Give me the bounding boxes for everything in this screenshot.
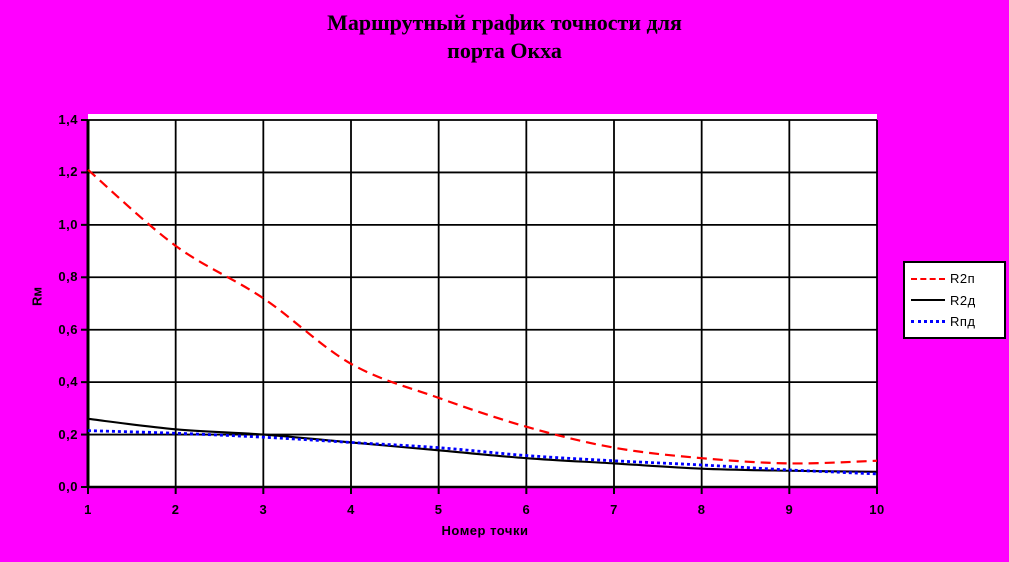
y-tick-label: 0,6 [58, 321, 78, 337]
legend-item-rpd: Rпд [911, 314, 998, 329]
legend-label-r2d: R2д [950, 292, 976, 308]
legend-item-r2d: R2д [911, 293, 998, 308]
plot-area [81, 119, 878, 494]
x-tick-label: 3 [259, 502, 268, 517]
plot-area-background [88, 114, 877, 487]
series-line-0 [87, 168, 878, 465]
series-line-2 [87, 429, 878, 476]
legend: R2п R2д Rпд [903, 261, 1006, 339]
x-tick-label: 2 [171, 502, 180, 517]
series-line-1 [87, 417, 878, 473]
x-tick-label: 5 [434, 502, 443, 517]
y-tick-label: 0,8 [58, 269, 78, 285]
legend-item-r2p: R2п [911, 271, 998, 286]
x-tick-label: 9 [785, 502, 794, 517]
x-tick-label: 10 [869, 502, 885, 517]
legend-line-sample-r2p [911, 277, 945, 280]
legend-line-sample-rpd [911, 319, 945, 323]
y-tick-label: 0,2 [58, 426, 78, 442]
x-tick-label: 4 [347, 502, 355, 517]
legend-line-sample-r2d [911, 299, 945, 301]
y-tick-label: 0,4 [58, 374, 78, 390]
x-tick-label: 7 [610, 502, 618, 517]
y-tick-label: 1,2 [58, 164, 78, 180]
x-axis-title: Номер точки [441, 523, 529, 538]
chart-title-line2: порта Окха [447, 38, 562, 63]
x-tick-label: 1 [84, 502, 92, 517]
y-axis-title: Rм [29, 287, 45, 307]
legend-label-rpd: Rпд [950, 313, 976, 329]
y-tick-label: 0,0 [58, 479, 78, 494]
legend-label-r2p: R2п [950, 271, 976, 287]
chart-title-line1: Маршрутный график точности для [327, 10, 682, 35]
x-tick-label: 8 [697, 502, 706, 517]
chart-title: Маршрутный график точности для порта Окх… [0, 9, 1009, 65]
y-tick-label: 1,0 [58, 216, 78, 232]
y-tick-label: 1,4 [58, 112, 78, 127]
x-tick-label: 6 [522, 502, 531, 517]
